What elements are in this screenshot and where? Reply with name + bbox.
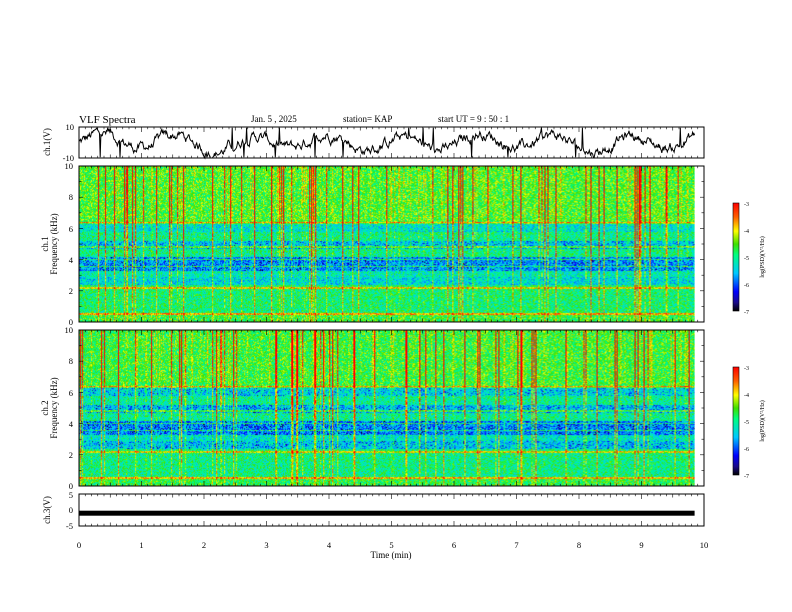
ch1-cb-tick-4: -4 <box>744 229 749 235</box>
ch3-waveform-line <box>79 510 695 516</box>
ch1-ytick-10: 10 <box>65 161 74 171</box>
ch1-colorbar-frame <box>732 202 740 312</box>
ch2-spectrogram-image <box>79 330 695 486</box>
ch2-ytick-6: 6 <box>69 388 73 398</box>
xtick-8: 8 <box>577 540 581 550</box>
ch1-waveform-line <box>78 127 696 160</box>
ch1-ytick-4: 4 <box>69 255 74 265</box>
xtick-3: 3 <box>264 540 268 550</box>
ch2-ytick-0: 0 <box>69 481 73 491</box>
ch1-spectrogram-ylabel-channel: ch.1 <box>40 236 50 251</box>
xtick-2: 2 <box>202 540 206 550</box>
ch1-cb-tick-6: -6 <box>744 283 749 289</box>
ch2-colorbar: -3 -4 -5 -6 -7 log(PSD)(V²/Hz) <box>732 366 766 480</box>
ch2-spectrogram-ylabel-frequency: Frequency (kHz) <box>49 377 59 438</box>
ch2-colorbar-gradient <box>733 367 739 475</box>
ch3-ytick-5: 5 <box>69 490 73 500</box>
ch1-spectrogram-ylabel-frequency: Frequency (kHz) <box>49 213 59 274</box>
start-time-label: start UT = 9 : 50 : 1 <box>438 114 509 124</box>
ch3-waveform-plot-area <box>79 494 704 526</box>
ch2-ytick-8: 8 <box>69 356 73 366</box>
ch1-ytick-6: 6 <box>69 224 73 234</box>
ch3-waveform-ticks <box>78 494 705 526</box>
time-axis-tick-labels: 0 1 2 3 4 5 6 7 8 9 10 <box>77 540 708 550</box>
ch3-waveform-ylabel: ch.3(V) <box>42 496 52 524</box>
ch2-cb-tick-7: -7 <box>744 474 749 480</box>
ch1-ytick-top: 10 <box>66 122 75 132</box>
ch1-ytick-8: 8 <box>69 192 73 202</box>
ch1-spectrogram-panel: 0 2 4 6 8 10 ch.1 Frequency (kHz) <box>40 161 705 327</box>
ch1-waveform-ticks <box>78 127 705 158</box>
ch3-ytick-0: 0 <box>69 505 73 515</box>
xtick-9: 9 <box>639 540 643 550</box>
xtick-5: 5 <box>389 540 393 550</box>
ch1-spectrogram-ticks <box>78 165 705 323</box>
ch1-cb-tick-3: -3 <box>744 202 749 208</box>
ch2-cb-tick-4: -4 <box>744 393 749 399</box>
ch1-colorbar: -3 -4 -5 -6 -7 log(PSD)(V²/Hz) <box>732 202 766 316</box>
ch2-spectrogram-ylabel-channel: ch.2 <box>40 400 50 415</box>
ch2-cb-tick-3: -3 <box>744 366 749 372</box>
xtick-10: 10 <box>700 540 709 550</box>
ch1-ytick-bottom: -10 <box>63 153 74 163</box>
ch2-ytick-4: 4 <box>69 419 74 429</box>
xtick-7: 7 <box>514 540 518 550</box>
ch2-spectrogram-ticks <box>78 329 705 487</box>
ch1-colorbar-label: log(PSD)(V²/Hz) <box>759 236 766 277</box>
ch1-cb-tick-7: -7 <box>744 310 749 316</box>
xtick-1: 1 <box>139 540 143 550</box>
ch1-ytick-2: 2 <box>69 286 73 296</box>
ch3-waveform-panel: 5 0 -5 ch.3(V) <box>42 490 705 531</box>
figure-title: VLF Spectra <box>79 114 136 126</box>
ch2-ytick-10: 10 <box>65 325 74 335</box>
xtick-0: 0 <box>77 540 81 550</box>
ch2-ytick-2: 2 <box>69 450 73 460</box>
ch2-spectrogram-panel: 0 2 4 6 8 10 ch.2 Frequency (kHz) <box>40 325 705 491</box>
ch1-spectrogram-ytick-labels: 0 2 4 6 8 10 <box>65 161 74 327</box>
ch1-ytick-0: 0 <box>69 317 73 327</box>
ch1-cb-tick-5: -5 <box>744 256 749 262</box>
ch1-waveform-panel: 10 -10 ch.1(V) <box>42 122 705 163</box>
xtick-6: 6 <box>452 540 456 550</box>
ch2-colorbar-label: log(PSD)(V²/Hz) <box>759 400 766 441</box>
ch1-colorbar-gradient <box>733 203 739 311</box>
ch1-waveform-ylabel: ch.1(V) <box>42 128 52 156</box>
time-axis-label: Time (min) <box>371 550 412 560</box>
ch3-ytick-minus5: -5 <box>66 521 73 531</box>
station-label: station= KAP <box>343 114 392 124</box>
xtick-4: 4 <box>327 540 332 550</box>
ch2-spectrogram-ytick-labels: 0 2 4 6 8 10 <box>65 325 74 491</box>
ch2-cb-tick-6: -6 <box>744 447 749 453</box>
ch1-spectrogram-image <box>79 166 695 322</box>
ch2-colorbar-frame <box>732 366 740 476</box>
date-label: Jan. 5 , 2025 <box>251 114 297 124</box>
ch2-cb-tick-5: -5 <box>744 420 749 426</box>
